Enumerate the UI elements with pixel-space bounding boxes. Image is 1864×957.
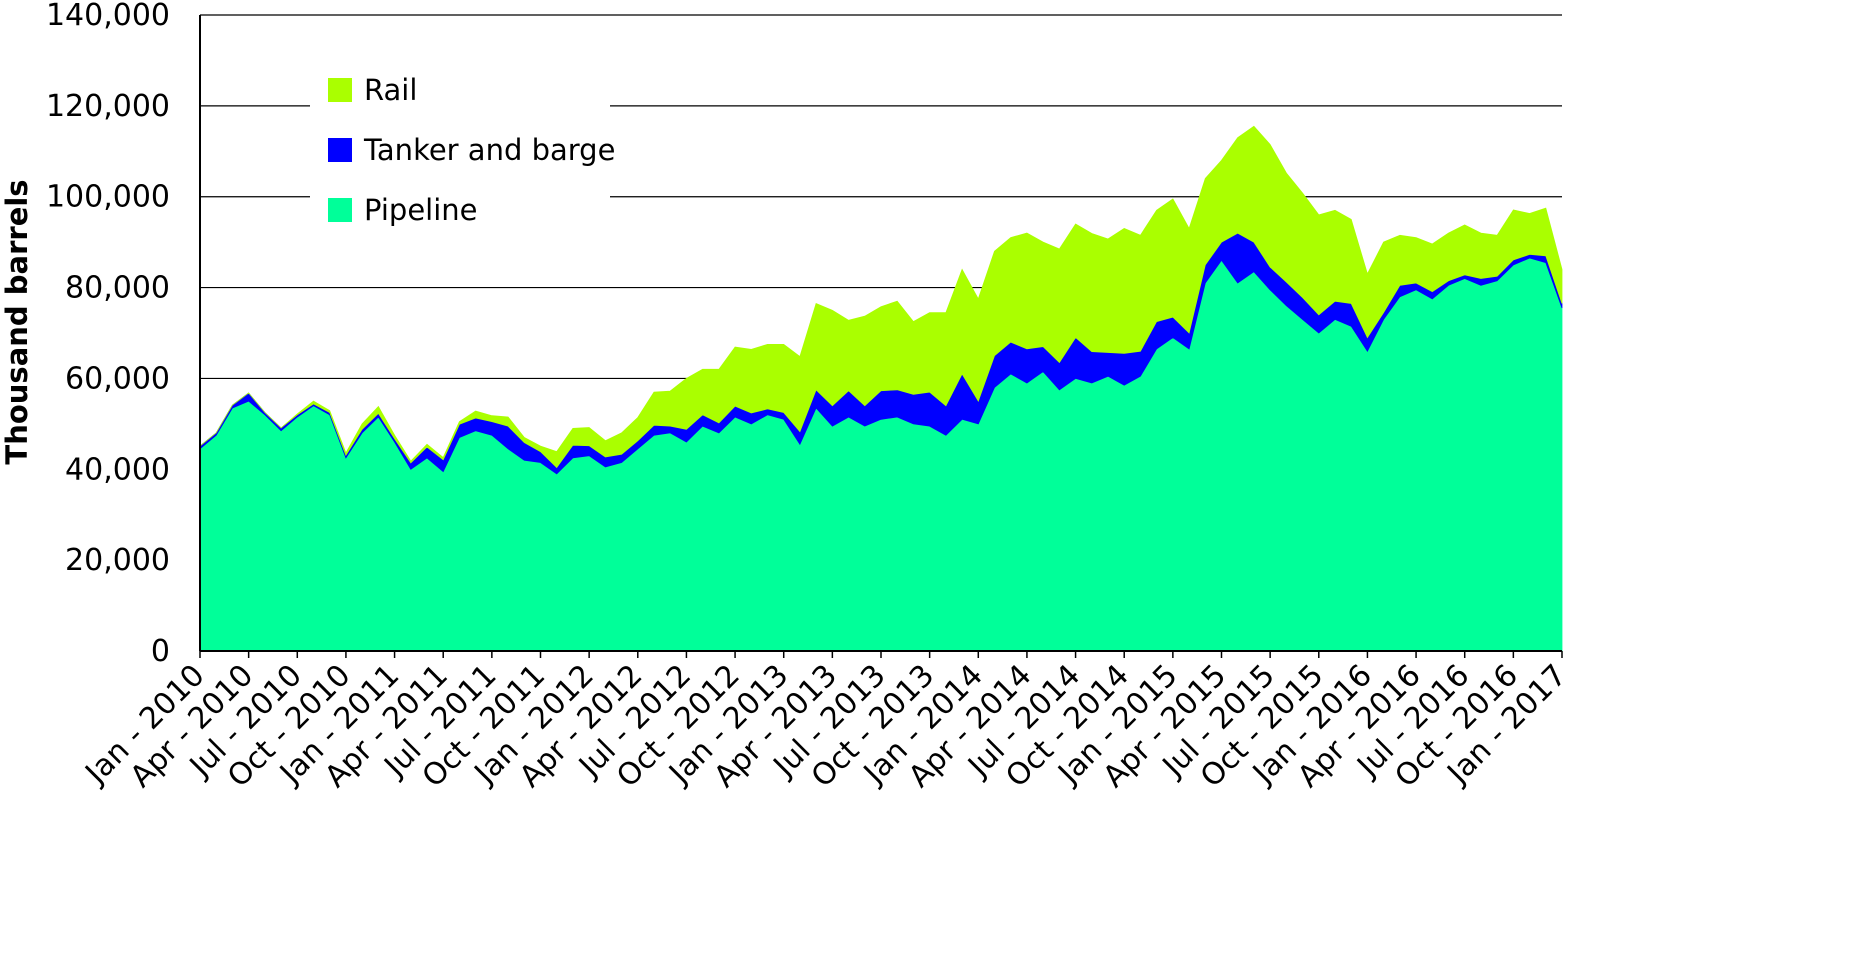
legend-swatch-rail bbox=[328, 78, 352, 102]
legend-label-pipeline: Pipeline bbox=[364, 193, 478, 227]
legend-label-rail: Rail bbox=[364, 73, 417, 107]
legend-label-tanker-and-barge: Tanker and barge bbox=[363, 133, 615, 167]
y-axis-tick-labels: 0 20,000 40,000 60,000 80,000 100,000 120,000 1… bbox=[46, 0, 170, 669]
legend-swatch-tanker-and-barge bbox=[328, 138, 352, 162]
y-tick-label: 0 bbox=[151, 634, 170, 669]
axes bbox=[199, 15, 1563, 658]
y-tick-label: 60,000 bbox=[65, 361, 170, 396]
area-series bbox=[199, 125, 1563, 652]
y-tick-label: 40,000 bbox=[65, 452, 170, 487]
area-rail bbox=[199, 125, 1563, 469]
y-tick-label: 120,000 bbox=[46, 89, 170, 124]
y-tick-label: 20,000 bbox=[65, 543, 170, 578]
legend: Rail Tanker and barge Pipeline bbox=[310, 68, 615, 240]
y-tick-label: 100,000 bbox=[46, 180, 170, 215]
y-axis-title: Thousand barrels bbox=[0, 179, 34, 464]
y-tick-label: 80,000 bbox=[65, 271, 170, 306]
legend-background bbox=[310, 68, 610, 240]
y-tick-label: 140,000 bbox=[46, 0, 170, 33]
legend-swatch-pipeline bbox=[328, 198, 352, 222]
